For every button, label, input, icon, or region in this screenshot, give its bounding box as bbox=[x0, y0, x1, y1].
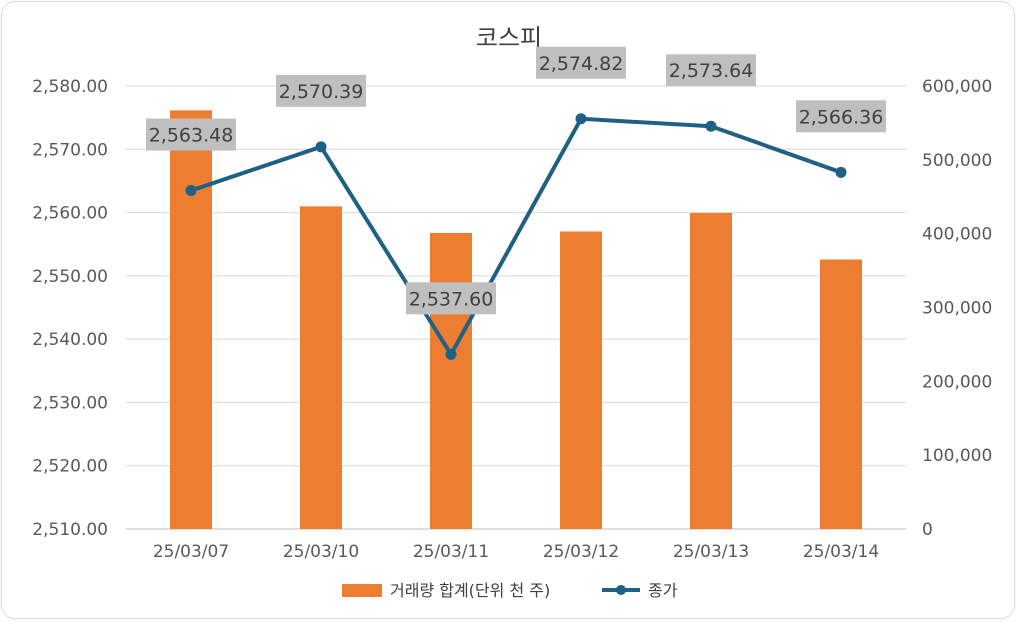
bar bbox=[820, 259, 862, 529]
line-point bbox=[315, 141, 327, 153]
left-axis-tick-label: 2,540.00 bbox=[32, 330, 108, 350]
line-point bbox=[705, 120, 717, 132]
bar bbox=[300, 206, 342, 529]
legend-label-close: 종가 bbox=[648, 581, 678, 600]
bar bbox=[560, 231, 602, 529]
line-point bbox=[445, 348, 457, 360]
data-label-box bbox=[146, 118, 236, 151]
x-axis-tick-label: 25/03/13 bbox=[673, 542, 749, 562]
data-label-box bbox=[406, 282, 496, 315]
data-label-box bbox=[666, 54, 756, 87]
left-axis-tick-label: 2,580.00 bbox=[32, 77, 108, 97]
left-axis-tick-label: 2,520.00 bbox=[32, 457, 108, 477]
legend-swatch-volume bbox=[342, 584, 382, 597]
left-axis-tick-label: 2,510.00 bbox=[32, 520, 108, 540]
close-price-line bbox=[190, 116, 842, 357]
data-label: 2,574.82 bbox=[539, 53, 624, 75]
line-point bbox=[835, 166, 847, 178]
data-label: 2,537.60 bbox=[409, 288, 494, 310]
data-label: 2,573.64 bbox=[669, 60, 754, 82]
bar-series bbox=[170, 110, 862, 530]
data-label: 2,570.39 bbox=[279, 81, 364, 103]
left-axis-tick-label: 2,530.00 bbox=[32, 393, 108, 413]
legend: 거래량 합계(단위 천 주) 종가 bbox=[342, 581, 678, 600]
right-axis-tick-label: 300,000 bbox=[922, 299, 992, 319]
x-axis-tick-label: 25/03/14 bbox=[803, 542, 879, 562]
left-axis-tick-label: 2,550.00 bbox=[32, 267, 108, 287]
data-label-box bbox=[536, 46, 626, 79]
line-series bbox=[185, 113, 847, 360]
left-axis-tick-label: 2,570.00 bbox=[32, 140, 108, 160]
legend-marker-close bbox=[616, 585, 626, 595]
right-axis-tick-label: 0 bbox=[922, 520, 933, 540]
right-axis: 600,000 500,000 400,000 300,000 200,000 100,0… bbox=[922, 77, 992, 540]
right-axis-tick-label: 400,000 bbox=[922, 225, 992, 245]
right-axis-tick-label: 200,000 bbox=[922, 372, 992, 392]
legend-label-volume: 거래량 합계(단위 천 주) bbox=[390, 581, 550, 600]
line-point bbox=[575, 113, 587, 125]
bar bbox=[690, 212, 732, 529]
chart-title: 코스피 bbox=[476, 24, 542, 52]
right-axis-tick-label: 600,000 bbox=[922, 77, 992, 97]
data-label-box bbox=[796, 100, 886, 133]
left-axis: 2,580.00 2,570.00 2,560.00 2,550.00 2,540.00… bbox=[32, 77, 108, 540]
line-point bbox=[185, 185, 197, 197]
left-axis-tick-label: 2,560.00 bbox=[32, 204, 108, 224]
data-label: 2,563.48 bbox=[149, 125, 234, 147]
data-labels: 2,563.48 2,570.39 2,537.60 2,574.82 2,573.64… bbox=[146, 46, 886, 315]
right-axis-tick-label: 500,000 bbox=[922, 151, 992, 171]
x-axis: 25/03/07 25/03/10 25/03/11 25/03/12 25/03/13… bbox=[153, 542, 879, 562]
data-label: 2,566.36 bbox=[799, 106, 884, 128]
x-axis-tick-label: 25/03/12 bbox=[543, 542, 619, 562]
data-label-box bbox=[276, 74, 366, 107]
bar bbox=[170, 110, 212, 530]
right-axis-tick-label: 100,000 bbox=[922, 446, 992, 466]
x-axis-tick-label: 25/03/10 bbox=[283, 542, 359, 562]
x-axis-tick-label: 25/03/11 bbox=[413, 542, 489, 562]
bar bbox=[430, 232, 472, 529]
x-axis-tick-label: 25/03/07 bbox=[153, 542, 229, 562]
